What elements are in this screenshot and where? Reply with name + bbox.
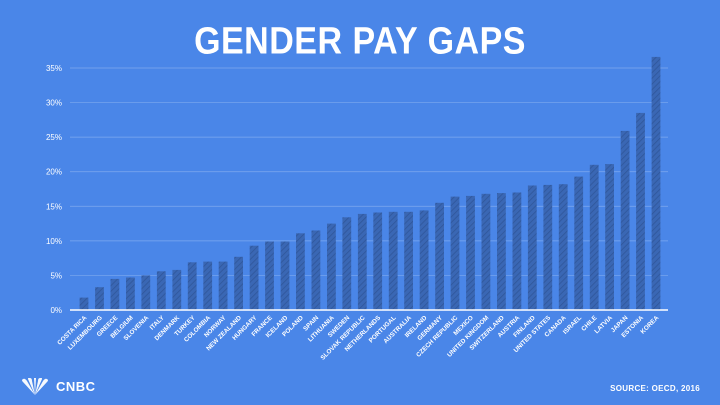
- bar: [156, 271, 166, 310]
- bar: [79, 297, 89, 310]
- bar: [466, 195, 475, 310]
- bar: [110, 278, 120, 310]
- peacock-icon: [22, 377, 48, 395]
- y-tick-label: 20%: [46, 168, 62, 177]
- bar: [589, 164, 599, 310]
- bar: [543, 184, 553, 310]
- bar: [342, 217, 352, 310]
- bar: [265, 241, 274, 310]
- bar: [512, 192, 522, 310]
- bar: [141, 275, 151, 310]
- y-tick-label: 15%: [46, 202, 62, 211]
- y-tick-label: 0%: [50, 306, 62, 315]
- bar: [218, 261, 228, 310]
- bar: [605, 164, 614, 310]
- y-tick-label: 10%: [46, 237, 62, 246]
- bar: [280, 241, 290, 310]
- chart-title: GENDER PAY GAPS: [194, 19, 526, 63]
- bar: [95, 287, 104, 310]
- logo-text: CNBC: [56, 379, 96, 394]
- bar: [558, 184, 568, 310]
- bar: [636, 112, 645, 311]
- bar: [497, 193, 506, 310]
- bar: [357, 213, 367, 310]
- bar: [203, 261, 213, 310]
- bar: [311, 230, 321, 310]
- bar: [373, 212, 383, 310]
- bar: [187, 262, 197, 310]
- bar: [404, 211, 413, 310]
- bar: [388, 211, 398, 310]
- bar: [481, 193, 491, 310]
- bar: [435, 202, 444, 310]
- bar: [126, 277, 135, 310]
- bar: [249, 245, 259, 310]
- bar: [620, 130, 630, 310]
- bar: [234, 256, 243, 310]
- bar: [574, 176, 584, 310]
- y-tick-label: 5%: [50, 271, 62, 280]
- bar: [419, 210, 429, 310]
- y-tick-label: 35%: [46, 64, 62, 73]
- bar: [172, 269, 182, 310]
- bar: [527, 185, 537, 310]
- source-note: SOURCE: OECD, 2016: [610, 384, 700, 393]
- bar: [327, 223, 336, 310]
- y-tick-label: 25%: [46, 133, 62, 142]
- bar: [651, 56, 661, 311]
- bar: [296, 233, 305, 310]
- cnbc-logo: CNBC: [18, 377, 108, 396]
- y-tick-label: 30%: [46, 99, 62, 108]
- bar: [450, 196, 460, 310]
